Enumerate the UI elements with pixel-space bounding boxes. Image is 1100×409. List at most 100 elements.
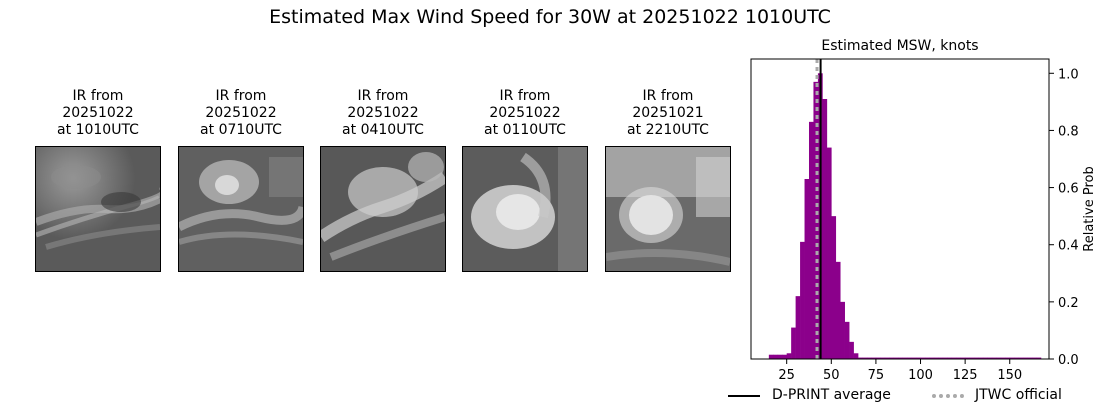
y-tick-label: 0.6 (1058, 182, 1079, 197)
x-tick-label: 75 (868, 368, 885, 383)
ir-panel-title: IR from 20251022 at 0710UTC (178, 88, 304, 142)
histogram-bar (1009, 357, 1015, 359)
ir-title-time: at 0710UTC (200, 122, 282, 138)
x-tick-label: 125 (953, 368, 978, 383)
histogram-bar (1023, 357, 1028, 359)
histogram-bar (782, 354, 787, 359)
histogram-bar (795, 296, 801, 359)
ir-title-time: at 2210UTC (627, 122, 709, 138)
legend-dprint-line (728, 395, 760, 397)
histogram-bar (978, 357, 984, 359)
y-tick-label: 1.0 (1058, 67, 1079, 82)
y-axis-ticks: 0.0 0.2 0.4 0.6 0.8 1.0 (1049, 67, 1079, 368)
histogram-bar (938, 357, 944, 359)
ir-title-time: at 1010UTC (57, 122, 139, 138)
legend-jtwc-line (932, 394, 964, 398)
histogram-bar (960, 357, 966, 359)
histogram-bar (969, 357, 975, 359)
histogram-bar (835, 261, 841, 359)
y-axis-label: Relative Prob (1082, 166, 1097, 251)
histogram-bar (880, 357, 886, 359)
histogram-bars (768, 73, 1042, 360)
histogram-bar (987, 357, 993, 359)
histogram-bar (924, 357, 930, 359)
legend-dprint-label: D-PRINT average (772, 387, 891, 403)
histogram-bar (791, 327, 796, 359)
histogram-bar (1018, 357, 1024, 359)
histogram-bar (866, 357, 872, 359)
histogram-bar (853, 353, 859, 359)
ir-title-line: IR from (215, 88, 267, 104)
ir-title-date: 20251022 (62, 105, 134, 121)
x-tick-label: 50 (823, 368, 840, 383)
histogram-bar (786, 353, 792, 359)
histogram-bar (920, 357, 926, 359)
histogram-bar (1027, 357, 1033, 359)
x-axis-ticks: 25 50 75 100 125 150 (778, 359, 1022, 383)
histogram-bar (951, 357, 957, 359)
histogram-bar (974, 357, 979, 359)
x-tick-label: 25 (778, 368, 795, 383)
y-tick-label: 0.0 (1058, 353, 1079, 368)
histogram-bar (907, 357, 912, 359)
plot-frame (750, 58, 1050, 360)
y-tick-label: 0.8 (1058, 124, 1079, 139)
ir-title-line: IR from (499, 88, 551, 104)
chart-title: Estimated MSW, knots (821, 38, 978, 54)
histogram-bar (982, 357, 988, 359)
histogram-bar (933, 357, 939, 359)
histogram-bar (862, 357, 868, 359)
ir-panel: IR from 20251022 at 0710UTC (178, 88, 304, 272)
ir-satellite-image (320, 146, 446, 272)
histogram-bar (875, 357, 881, 359)
histogram-bar (929, 357, 935, 359)
histogram-bar (911, 357, 917, 359)
histogram-bar (1005, 357, 1011, 359)
histogram-bar (942, 357, 948, 359)
ir-panel: IR from 20251022 at 1010UTC (35, 88, 161, 272)
histogram-bar (956, 357, 961, 359)
y-tick-label: 0.2 (1058, 296, 1079, 311)
histogram-bar (996, 357, 1002, 359)
histogram-bar (808, 121, 814, 359)
histogram-bar (916, 357, 921, 359)
y-tick-label: 0.4 (1058, 239, 1079, 254)
histogram-bar (826, 147, 832, 359)
histogram-bar (844, 321, 850, 359)
x-tick-label: 100 (908, 368, 933, 383)
ir-title-time: at 0110UTC (484, 122, 566, 138)
histogram-bar (768, 354, 774, 359)
histogram-bar (800, 241, 805, 359)
histogram-bar (773, 354, 779, 359)
legend-jtwc-label: JTWC official (975, 387, 1062, 403)
ir-panel-title: IR from 20251021 at 2210UTC (605, 88, 731, 142)
ir-panel-title: IR from 20251022 at 0410UTC (320, 88, 446, 142)
ir-satellite-image (462, 146, 588, 272)
histogram-bar (1014, 357, 1019, 359)
ir-title-line: IR from (642, 88, 694, 104)
histogram-bar (889, 357, 895, 359)
histogram-bar (840, 301, 845, 359)
ir-panel-title: IR from 20251022 at 0110UTC (462, 88, 588, 142)
histogram-bar (822, 99, 828, 359)
histogram-bar (1032, 357, 1037, 359)
ir-title-time: at 0410UTC (342, 122, 424, 138)
histogram-bar (804, 179, 810, 359)
histogram-bar (1036, 357, 1042, 359)
histogram-bar (902, 357, 908, 359)
ir-title-date: 20251021 (632, 105, 704, 121)
ir-panel: IR from 20251021 at 2210UTC (605, 88, 731, 272)
ir-panel: IR from 20251022 at 0110UTC (462, 88, 588, 272)
ir-title-date: 20251022 (489, 105, 561, 121)
histogram-bar (858, 357, 863, 359)
histogram-bar (991, 357, 997, 359)
histogram-bar (777, 354, 783, 359)
ir-satellite-image (605, 146, 731, 272)
x-tick-label: 150 (997, 368, 1022, 383)
histogram-bar (965, 357, 970, 359)
histogram-bar (893, 357, 899, 359)
histogram-bar (884, 357, 890, 359)
histogram-bar (831, 216, 837, 359)
histogram-bar (849, 341, 854, 359)
